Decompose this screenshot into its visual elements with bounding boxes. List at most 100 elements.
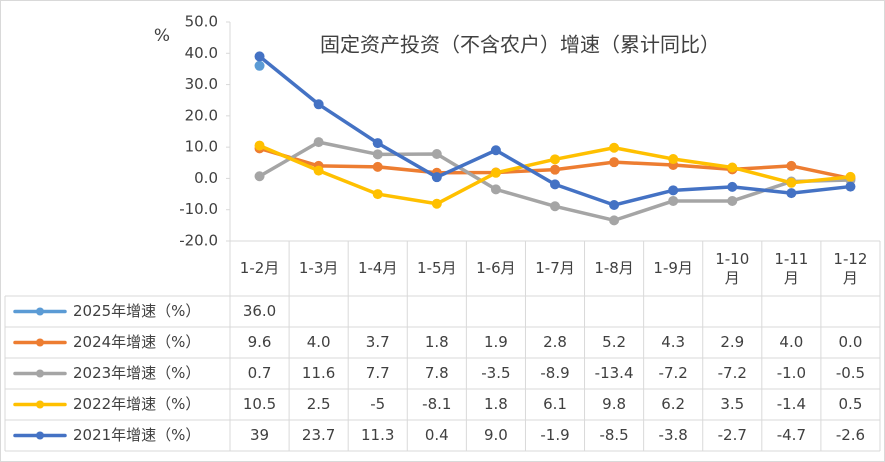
x-tick-label: 1-2月 — [239, 259, 280, 277]
data-point — [431, 198, 442, 209]
table-cell: 2.8 — [543, 333, 567, 351]
chart-title: 固定资产投资（不含农户）增速（累计同比） — [320, 33, 720, 57]
table-cell: -1.9 — [540, 426, 569, 444]
table-cell: 7.7 — [366, 364, 390, 382]
table-cell: 0.7 — [248, 364, 272, 382]
y-tick-label: 10.0 — [185, 138, 218, 156]
data-point — [786, 188, 797, 199]
data-point — [609, 157, 620, 168]
table-cell: 4.3 — [661, 333, 685, 351]
legend-label: 2023年增速（%） — [73, 364, 200, 382]
table-cell: 0.5 — [839, 395, 863, 413]
table-cell: -0.5 — [836, 364, 865, 382]
x-tick-label-box: 1-5月 — [417, 259, 457, 277]
table-cell: 1.8 — [425, 333, 449, 351]
table-cell: 7.8 — [425, 364, 449, 382]
x-tick-label: 1-4月 — [357, 259, 398, 277]
data-point — [431, 149, 442, 160]
table-cell: 3.5 — [720, 395, 744, 413]
x-tick-label-box: 1-8月 — [594, 259, 634, 277]
legend-marker — [36, 431, 44, 440]
table-cell: -7.2 — [718, 364, 747, 382]
data-point — [727, 195, 738, 206]
data-point — [254, 51, 265, 62]
table-cell: 0.0 — [839, 333, 863, 351]
y-tick-label: 30.0 — [185, 75, 218, 93]
data-point — [372, 189, 383, 200]
x-tick-label-box: 1-2月 — [239, 259, 280, 277]
table-cell: 39 — [250, 426, 269, 444]
table-cell: 1.9 — [484, 333, 508, 351]
table-cell: -4.7 — [777, 426, 806, 444]
table-cell: 5.2 — [602, 333, 626, 351]
legend-label: 2021年增速（%） — [73, 426, 200, 444]
y-tick-label: -10.0 — [179, 200, 218, 218]
data-point — [668, 195, 679, 206]
table-cell: -8.5 — [599, 426, 628, 444]
x-tick-label: 1-6月 — [476, 259, 516, 277]
table-cell: -1.0 — [777, 364, 806, 382]
table-cell: 0.4 — [425, 426, 449, 444]
y-tick-label: 0.0 — [194, 169, 218, 187]
table-cell: -5 — [370, 395, 385, 413]
table-cell: 6.1 — [543, 395, 567, 413]
table-cell: 11.6 — [302, 364, 335, 382]
legend-label: 2024年增速（%） — [73, 333, 200, 351]
y-tick-label: 40.0 — [185, 44, 218, 62]
data-point — [668, 154, 679, 165]
legend-label: 2025年增速（%） — [73, 302, 200, 320]
data-point — [550, 164, 560, 175]
data-point — [550, 179, 560, 190]
data-point — [668, 185, 679, 196]
table-cell: 9.8 — [602, 395, 626, 413]
data-point — [490, 145, 501, 156]
table-cell: 2.5 — [307, 395, 331, 413]
x-tick-label: 1-10月 — [715, 249, 750, 287]
table-cell: -8.9 — [540, 364, 569, 382]
data-point — [727, 162, 738, 173]
data-point — [786, 160, 797, 171]
x-tick-label: 1-9月 — [653, 259, 693, 277]
x-tick-label: 1-7月 — [535, 259, 575, 277]
table-cell: -2.7 — [718, 426, 747, 444]
legend-label: 2022年增速（%） — [73, 395, 200, 413]
table-cell: 9.0 — [484, 426, 508, 444]
table-cell: -1.4 — [777, 395, 806, 413]
x-tick-label-box: 1-4月 — [357, 259, 398, 277]
x-tick-label: 1-11月 — [774, 249, 809, 287]
data-point — [372, 149, 383, 160]
data-point — [372, 138, 383, 149]
data-point — [550, 154, 560, 165]
table-cell: 36.0 — [243, 302, 276, 320]
data-point — [609, 142, 620, 153]
data-point — [254, 140, 265, 151]
y-tick-label: -20.0 — [179, 232, 218, 250]
data-point — [254, 171, 265, 182]
legend-marker — [36, 307, 44, 316]
table-cell: 10.5 — [243, 395, 276, 413]
data-point — [431, 172, 442, 183]
table-cell: -3.5 — [481, 364, 510, 382]
x-tick-label: 1-3月 — [298, 259, 339, 277]
table-cell: -13.4 — [595, 364, 634, 382]
x-tick-label: 1-8月 — [594, 259, 634, 277]
legend-marker — [36, 400, 44, 409]
x-tick-label-box: 1-6月 — [476, 259, 516, 277]
table-cell: -7.2 — [659, 364, 688, 382]
data-point — [609, 200, 620, 211]
table-cell: -3.8 — [659, 426, 688, 444]
table-cell: 2.9 — [720, 333, 744, 351]
table-cell: 1.8 — [484, 395, 508, 413]
table-cell: 6.2 — [661, 395, 685, 413]
data-point — [727, 181, 738, 192]
x-tick-label: 1-12月 — [833, 249, 868, 287]
x-tick-label-box: 1-7月 — [535, 259, 575, 277]
y-axis-label: % — [154, 26, 170, 46]
data-point — [845, 171, 856, 182]
legend-marker — [36, 369, 44, 378]
x-tick-label-box: 1-11月 — [774, 249, 809, 287]
x-tick-label-box: 1-12月 — [833, 249, 868, 287]
y-tick-label: 50.0 — [185, 13, 218, 31]
data-point — [490, 167, 501, 178]
